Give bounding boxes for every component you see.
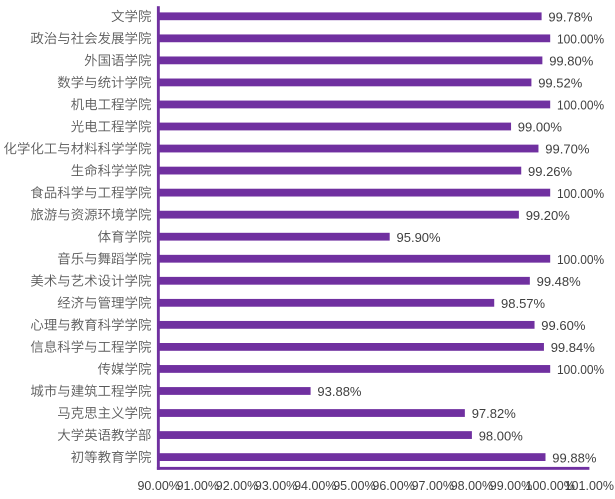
svg-text:98.57%: 98.57% bbox=[501, 296, 546, 311]
svg-text:96.00%: 96.00% bbox=[372, 479, 414, 493]
svg-text:100.00%: 100.00% bbox=[557, 252, 604, 267]
svg-text:94.00%: 94.00% bbox=[294, 479, 336, 493]
svg-text:95.90%: 95.90% bbox=[397, 230, 442, 245]
svg-text:97.00%: 97.00% bbox=[412, 479, 454, 493]
svg-text:99.84%: 99.84% bbox=[551, 340, 596, 355]
svg-text:98.00%: 98.00% bbox=[451, 479, 493, 493]
svg-text:93.00%: 93.00% bbox=[255, 479, 297, 493]
svg-text:99.52%: 99.52% bbox=[538, 76, 583, 91]
svg-text:100.00%: 100.00% bbox=[557, 98, 604, 113]
svg-text:90.00%: 90.00% bbox=[137, 479, 179, 493]
svg-text:100.00%: 100.00% bbox=[557, 363, 604, 378]
svg-text:100.00%: 100.00% bbox=[557, 32, 604, 47]
svg-text:99.70%: 99.70% bbox=[545, 142, 590, 157]
svg-text:101.00%: 101.00% bbox=[565, 479, 614, 493]
svg-text:99.20%: 99.20% bbox=[526, 208, 571, 223]
svg-text:97.82%: 97.82% bbox=[472, 406, 517, 421]
svg-text:99.60%: 99.60% bbox=[541, 318, 586, 333]
svg-text:99.00%: 99.00% bbox=[518, 120, 563, 135]
svg-text:99.48%: 99.48% bbox=[537, 274, 582, 289]
svg-text:91.00%: 91.00% bbox=[177, 479, 219, 493]
svg-text:100.00%: 100.00% bbox=[557, 186, 604, 201]
svg-text:99.00%: 99.00% bbox=[490, 479, 532, 493]
svg-text:100.00%: 100.00% bbox=[526, 479, 575, 493]
svg-text:98.00%: 98.00% bbox=[479, 428, 524, 443]
svg-text:93.88%: 93.88% bbox=[317, 384, 362, 399]
svg-text:99.88%: 99.88% bbox=[552, 450, 597, 465]
svg-text:99.78%: 99.78% bbox=[548, 10, 593, 25]
svg-text:99.26%: 99.26% bbox=[528, 164, 573, 179]
svg-text:92.00%: 92.00% bbox=[216, 479, 258, 493]
svg-text:99.80%: 99.80% bbox=[549, 54, 594, 69]
svg-text:95.00%: 95.00% bbox=[333, 479, 375, 493]
